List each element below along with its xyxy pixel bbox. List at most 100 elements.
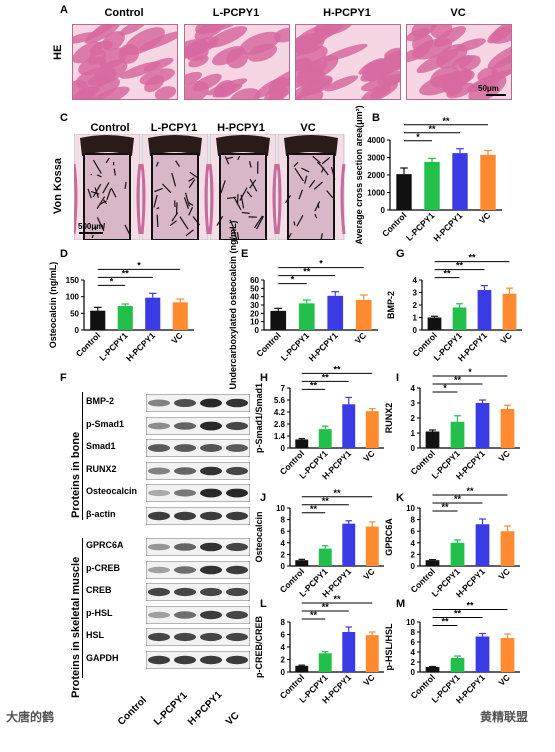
bar-l-pcpy1: [319, 653, 332, 672]
y-tick-label: 1: [411, 429, 416, 438]
panel-a-letter: A: [60, 4, 68, 16]
he-image-control: [72, 24, 178, 100]
muscle-section-label: Proteins in skeletal muscle: [70, 557, 82, 698]
bar-control: [426, 667, 440, 672]
panel-a-header-l: L-PCPY1: [184, 7, 288, 19]
sig-label: *: [319, 259, 323, 269]
bar-control: [295, 560, 308, 566]
blot-group-h: H-PCPY1: [186, 689, 224, 727]
bar-h-pcpy1: [145, 298, 160, 330]
he-tissue-texture: [296, 25, 400, 99]
panel-a-row-label: HE: [52, 45, 64, 60]
x-tick-label: VC: [361, 566, 376, 581]
blot-band: [148, 544, 170, 551]
he-tissue-texture: [185, 25, 289, 99]
he-image-h-pcpy1: [295, 24, 401, 100]
y-axis-label: Average cross section area(μm²): [354, 105, 364, 244]
y-tick-label: 7: [281, 384, 286, 393]
y-tick-label: 1000: [367, 189, 385, 198]
x-tick-label: VC: [498, 330, 513, 345]
blot-band: [148, 444, 170, 452]
y-tick-label: 4: [281, 643, 286, 652]
bar-vc: [173, 302, 188, 330]
blot-label-9: p-HSL: [86, 608, 144, 618]
y-tick-label: 4: [281, 539, 286, 548]
y-axis-label: Osteocalcin (ng/mL): [48, 262, 58, 349]
blot-band: [200, 633, 222, 641]
x-tick-label: VC: [477, 210, 492, 225]
bar-vc: [501, 531, 515, 566]
bar-vc: [480, 155, 495, 210]
bar-control: [426, 432, 440, 449]
bar-control: [295, 439, 308, 448]
y-axis-label: Osteocalcin: [254, 511, 264, 562]
sig-label: **: [468, 253, 476, 263]
bar-l-pcpy1: [319, 429, 332, 448]
y-tick-label: 10: [250, 318, 259, 327]
bar-h-pcpy1: [476, 637, 490, 673]
x-tick-label: VC: [361, 672, 376, 687]
bar-l-pcpy1: [319, 549, 332, 566]
he-scale-bar: [486, 94, 506, 96]
blot-strip-11: [146, 651, 250, 669]
blot-label-4: Osteocalcin: [86, 486, 144, 496]
bar-h-pcpy1: [476, 403, 490, 448]
y-tick-label: 0: [411, 444, 416, 453]
y-tick-label: 0: [411, 562, 416, 571]
y-tick-label: 3: [411, 399, 416, 408]
blot-band: [226, 444, 248, 452]
y-tick-label: 0: [281, 444, 286, 453]
bar-h-pcpy1: [478, 290, 492, 330]
vk-image-3: [278, 134, 344, 240]
y-tick-label: 0: [75, 326, 80, 335]
bar-l-pcpy1: [451, 422, 465, 448]
y-axis-label: p-CREB/CREB: [254, 616, 264, 678]
y-tick-label: 4: [411, 539, 416, 548]
y-tick-label: 10: [406, 504, 415, 513]
sig-label: **: [333, 488, 341, 498]
vk-image-1: [142, 134, 208, 240]
y-tick-label: 8: [281, 618, 286, 627]
blot-strip-5: [146, 507, 250, 525]
blot-band: [148, 511, 170, 519]
blot-strip-4: [146, 484, 250, 502]
sig-label: *: [137, 260, 141, 270]
blot-band: [200, 610, 222, 618]
sig-label: **: [333, 364, 341, 374]
blot-band: [200, 421, 222, 430]
blot-band: [226, 655, 248, 663]
blot-strip-9: [146, 606, 250, 624]
muscle-section-bracket: [82, 538, 83, 678]
y-tick-label: 6: [281, 527, 286, 536]
he-image-l-pcpy1: [184, 24, 290, 100]
y-axis-label: RUNX2: [384, 403, 394, 434]
y-tick-label: 0: [281, 668, 286, 677]
blot-strip-10: [146, 628, 250, 646]
blot-band: [226, 610, 248, 618]
sig-label: *: [110, 276, 114, 286]
y-axis-label: p-HSL/HSL: [384, 623, 394, 670]
y-tick-label: 1: [413, 314, 418, 323]
blot-strip-2: [146, 439, 250, 457]
y-axis-label: Undercarboxylated osteocalcin (ng/mL): [228, 220, 238, 389]
blot-group-control: Control: [116, 695, 149, 728]
y-tick-label: 4: [413, 276, 418, 285]
y-tick-label: 3: [413, 289, 418, 298]
blot-label-1: p-Smad1: [86, 419, 144, 429]
bar-vc: [503, 294, 517, 330]
panel-a-header-h: H-PCPY1: [295, 7, 399, 19]
panel-c-row-label: Von Kossa: [52, 158, 64, 214]
blot-label-11: GAPDH: [86, 653, 144, 663]
bar-vc: [366, 635, 379, 672]
blot-band: [200, 543, 222, 552]
vk-image-2: [210, 134, 276, 240]
blot-band: [174, 633, 196, 641]
blot-label-6: GPRC6A: [86, 540, 144, 550]
x-tick-label: VC: [361, 448, 376, 463]
y-tick-label: 4: [411, 648, 416, 657]
sig-label: **: [466, 486, 474, 496]
blot-band: [226, 543, 248, 551]
blot-label-10: HSL: [86, 630, 144, 640]
bone-section-bracket: [82, 392, 83, 520]
y-tick-label: 8: [411, 628, 416, 637]
